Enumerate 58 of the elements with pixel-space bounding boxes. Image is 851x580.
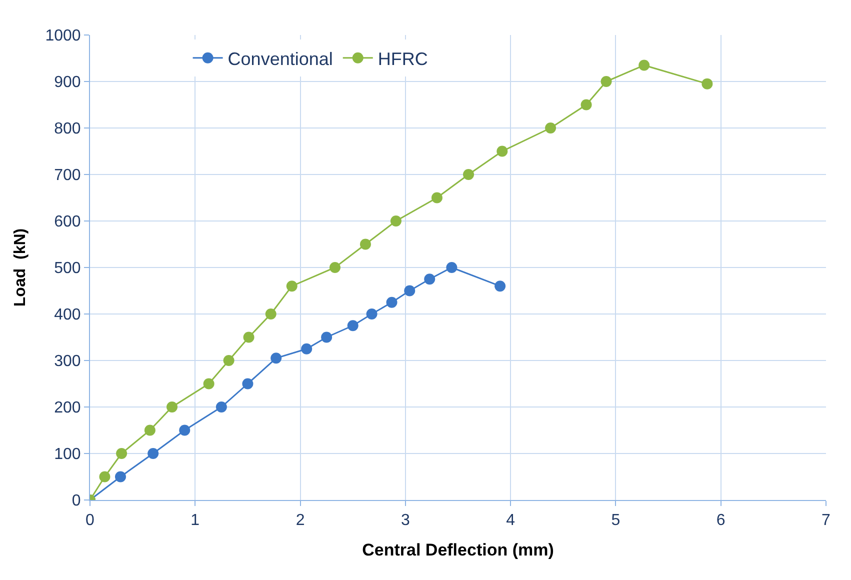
point (347, 320, 358, 332)
y-tick-label: 800 (54, 120, 81, 138)
point (286, 280, 298, 292)
x-axis-title: Central Deflection (mm) (362, 540, 554, 560)
y-tick-label: 500 (54, 260, 81, 278)
point (223, 355, 234, 366)
x-tick-label: 5 (611, 512, 620, 530)
point (424, 274, 436, 285)
point (545, 122, 556, 134)
point (496, 146, 508, 157)
x-tick-label: 2 (296, 512, 305, 530)
x-tick-label: 3 (400, 512, 410, 530)
point (301, 343, 312, 354)
legend-label: Conventional (228, 48, 333, 69)
point (463, 169, 474, 180)
point (216, 402, 227, 412)
point (580, 99, 592, 110)
y-tick-label: 1000 (45, 28, 81, 45)
point (114, 471, 126, 482)
y-tick-label: 0 (72, 492, 81, 510)
point (166, 402, 178, 412)
point (600, 76, 612, 87)
point (702, 78, 713, 90)
point (321, 332, 332, 343)
y-tick-label: 600 (54, 214, 81, 231)
legend-label: HFRC (378, 48, 428, 69)
x-tick-label: 1 (190, 512, 200, 530)
x-tick-label: 0 (86, 512, 95, 530)
point (431, 192, 442, 204)
point (179, 424, 190, 436)
x-tick-label: 4 (506, 512, 516, 530)
point (446, 262, 458, 273)
y-tick-label: 700 (54, 167, 81, 184)
point (329, 262, 340, 273)
x-tick-label: 7 (822, 512, 831, 530)
point (242, 378, 254, 390)
y-tick-label: 100 (54, 446, 81, 464)
point (270, 352, 282, 364)
point (116, 448, 128, 459)
y-tick-label: 400 (54, 306, 81, 324)
point (494, 280, 506, 292)
point (360, 238, 371, 250)
point (243, 332, 254, 343)
y-axis-title: Load (kN) (12, 228, 30, 307)
point (99, 471, 110, 482)
point (404, 285, 416, 296)
x-tick-label: 6 (716, 512, 726, 530)
y-tick-label: 900 (54, 74, 81, 92)
point (148, 448, 159, 459)
y-tick-label: 200 (54, 400, 81, 417)
point (386, 296, 398, 308)
point (390, 216, 402, 226)
point (638, 60, 650, 71)
y-tick-label: 300 (54, 353, 81, 370)
point (265, 308, 276, 320)
point (144, 424, 156, 436)
point (203, 378, 214, 390)
point (366, 308, 378, 320)
